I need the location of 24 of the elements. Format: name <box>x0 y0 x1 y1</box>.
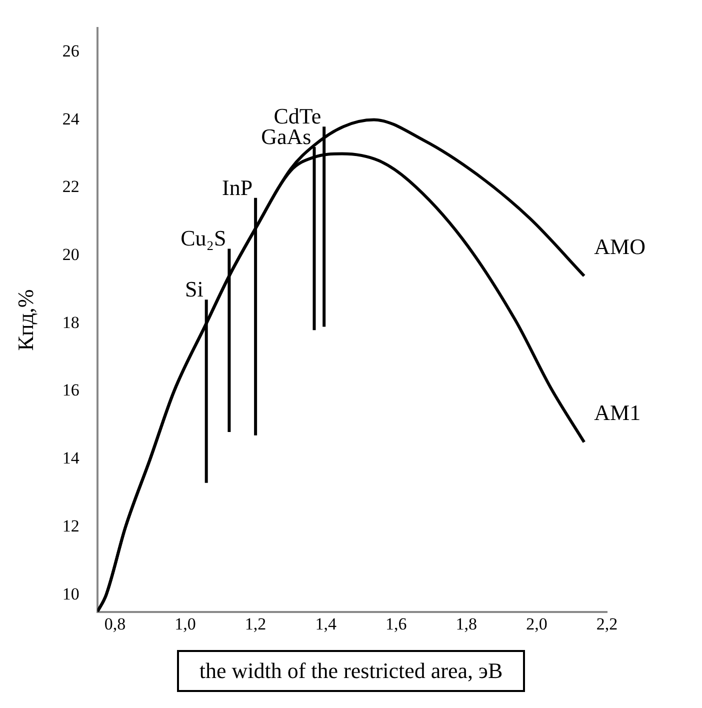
series-label: Cu₂S <box>180 226 226 251</box>
y-tick-label: 26 <box>62 41 80 60</box>
y-tick-label: 22 <box>62 177 80 196</box>
x-tick-label: 2,0 <box>526 614 548 634</box>
x-tick-label: 1,2 <box>244 614 266 634</box>
y-tick-label: 16 <box>62 380 80 400</box>
x-tick-label: 1,6 <box>386 614 407 634</box>
y-axis-title: Кпд,% <box>12 289 38 351</box>
x-tick-label: 2,2 <box>596 614 618 634</box>
series-label: AM1 <box>594 400 641 426</box>
series-label: InP <box>222 174 253 200</box>
y-tick-label: 12 <box>62 516 80 536</box>
y-tick-label: 14 <box>62 448 80 468</box>
x-tick-label: 1,4 <box>315 614 337 634</box>
series-label: AMO <box>594 234 646 259</box>
y-tick-label: 18 <box>62 312 80 332</box>
y-tick-label: 10 <box>62 584 80 604</box>
series-label: Si <box>184 276 204 302</box>
x-axis-title: the width of the restricted area, эВ <box>177 650 525 692</box>
x-tick-label: 1,0 <box>174 614 196 634</box>
x-tick-label: 0,8 <box>104 614 126 634</box>
y-tick-label: 24 <box>62 109 80 128</box>
y-tick-label: 20 <box>62 245 80 264</box>
x-tick-label: 1,8 <box>456 614 478 634</box>
